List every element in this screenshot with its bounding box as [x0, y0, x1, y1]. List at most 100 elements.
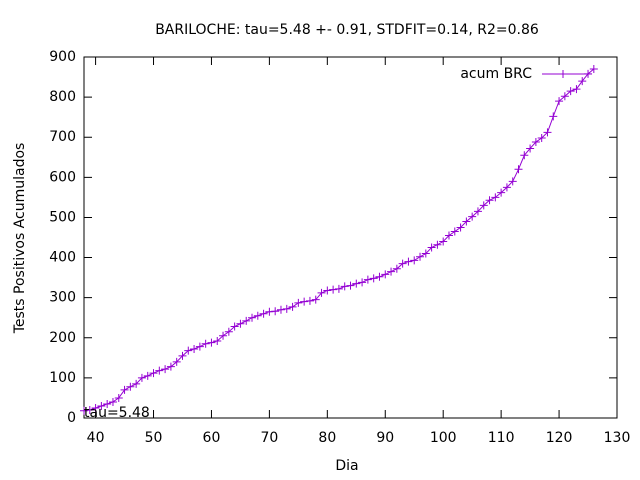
data-point [416, 252, 425, 261]
data-point [485, 196, 494, 205]
data-point [468, 212, 477, 221]
data-point [80, 406, 88, 415]
data-point [323, 286, 332, 295]
x-tick-label: 100 [430, 430, 457, 446]
data-point [242, 316, 251, 325]
data-point [236, 319, 245, 328]
data-point [149, 369, 158, 378]
data-point [178, 351, 187, 360]
data-point [508, 177, 517, 186]
data-point [444, 231, 453, 240]
data-point [381, 270, 390, 279]
data-point [282, 304, 291, 313]
data-point [572, 85, 581, 94]
data-point [288, 302, 297, 311]
data-point [346, 281, 355, 290]
data-point [543, 128, 552, 137]
data-point [404, 257, 413, 266]
data-point [531, 138, 540, 147]
data-point [375, 272, 384, 281]
y-tick-label: 600 [49, 169, 76, 185]
data-point [103, 399, 112, 408]
data-point [514, 165, 523, 174]
plot-frame [83, 56, 618, 419]
data-point [329, 285, 338, 294]
x-tick-label: 80 [318, 430, 336, 446]
data-point [317, 288, 326, 297]
data-point [85, 405, 94, 414]
data-point [207, 338, 216, 347]
data-point [433, 240, 442, 249]
data-point [213, 336, 222, 345]
data-point [120, 385, 129, 394]
data-point [560, 92, 569, 101]
data-point [439, 237, 448, 246]
data-point [526, 144, 535, 153]
data-point [520, 151, 529, 160]
data-point [166, 362, 175, 371]
y-tick-label: 100 [49, 370, 76, 386]
y-tick-label: 500 [49, 209, 76, 225]
data-point [502, 183, 511, 192]
data-point [230, 322, 239, 331]
y-tick-label: 0 [67, 410, 76, 426]
data-point [479, 201, 488, 210]
data-point [132, 379, 141, 388]
data-point [294, 298, 303, 307]
data-point [462, 217, 471, 226]
data-point [549, 112, 558, 121]
legend-label: acum BRC [460, 66, 532, 82]
data-point [497, 188, 506, 197]
data-point [578, 77, 587, 86]
data-point [271, 307, 280, 316]
data-point [555, 97, 564, 106]
chart-title: BARILOCHE: tau=5.48 +- 0.91, STDFIT=0.14… [155, 22, 539, 38]
data-point [491, 193, 500, 202]
data-point [340, 282, 349, 291]
data-point [143, 371, 152, 380]
data-point [91, 403, 100, 412]
data-point [352, 279, 361, 288]
x-tick-label: 70 [260, 430, 278, 446]
data-point [172, 357, 181, 366]
data-point [398, 259, 407, 268]
y-axis-label: Tests Positivos Acumulados [12, 143, 28, 335]
data-point [276, 305, 285, 314]
data-point [421, 249, 430, 258]
data-point [137, 373, 146, 382]
data-point [161, 365, 170, 374]
y-tick-label: 800 [49, 89, 76, 105]
data-point [450, 227, 459, 236]
data-point [363, 275, 372, 284]
x-axis-label: Dia [335, 458, 358, 474]
data-point [126, 382, 135, 391]
data-point [253, 311, 262, 320]
data-point [589, 65, 598, 74]
y-tick-label: 900 [49, 49, 76, 65]
data-point [224, 327, 233, 336]
y-tick-label: 700 [49, 129, 76, 145]
y-tick-label: 300 [49, 290, 76, 306]
annotation: tau=5.48 [84, 405, 150, 421]
data-point [537, 134, 546, 143]
x-tick-label: 110 [488, 430, 515, 446]
legend-swatch [542, 70, 592, 78]
data-point [155, 366, 164, 375]
data-point [114, 393, 123, 402]
x-tick-label: 90 [376, 430, 394, 446]
data-point [305, 296, 314, 305]
data-point [392, 264, 401, 273]
data-point [195, 342, 204, 351]
data-point [369, 274, 378, 283]
data-point [387, 267, 396, 276]
data-point [219, 331, 228, 340]
data-point [427, 243, 436, 252]
data-point [456, 223, 465, 232]
data-point [311, 295, 320, 304]
x-tick-label: 120 [546, 430, 573, 446]
data-point [184, 346, 193, 355]
y-tick-label: 400 [49, 250, 76, 266]
y-tick-label: 200 [49, 330, 76, 346]
